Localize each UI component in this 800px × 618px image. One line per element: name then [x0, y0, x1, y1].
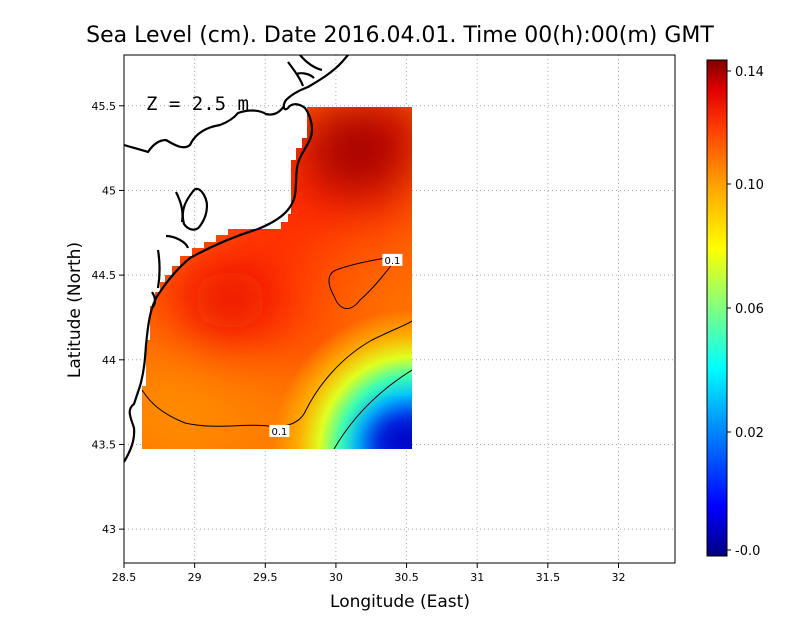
colorbar-tick-label: -0.0	[735, 544, 760, 559]
contour-labels: 0.1 0.1	[269, 253, 403, 438]
y-axis-label: Latitude (North)	[65, 242, 85, 378]
y-axis-ticks: 43 43.5 44 44.5 45 45.5	[92, 100, 124, 536]
contour-label-bg	[269, 424, 290, 437]
contour-label-bg	[382, 253, 403, 266]
colorbar-tick-label: 0.06	[735, 302, 764, 317]
y-tick-label: 45.5	[92, 100, 117, 113]
contour-label: 0.1	[271, 427, 287, 438]
y-tick-label: 43	[102, 523, 116, 536]
depth-annotation: Z = 2.5 m	[146, 93, 249, 115]
chart-title: Sea Level (cm). Date 2016.04.01. Time 00…	[86, 23, 714, 48]
x-tick-label: 28.5	[112, 571, 137, 584]
x-tick-label: 29.5	[253, 571, 278, 584]
x-axis-ticks: 28.5 29 29.5 30 30.5 31 31.5 32	[112, 563, 625, 584]
x-tick-label: 31.5	[536, 571, 561, 584]
colorbar-tick-label: 0.14	[735, 65, 764, 80]
colorbar-ticks: 0.14 0.10 0.06 0.02 -0.0	[727, 65, 764, 559]
x-tick-label: 30	[329, 571, 343, 584]
y-tick-label: 43.5	[92, 438, 117, 451]
x-tick-label: 30.5	[394, 571, 419, 584]
x-tick-label: 32	[611, 571, 625, 584]
contour-label: 0.1	[384, 256, 400, 267]
x-tick-label: 29	[188, 571, 202, 584]
colorbar-tick-label: 0.10	[735, 178, 764, 193]
x-axis-label: Longitude (East)	[330, 592, 470, 612]
plot-border	[123, 54, 676, 564]
colorbar-tick-label: 0.02	[735, 426, 764, 441]
y-tick-label: 44	[102, 354, 116, 367]
colorbar	[706, 59, 728, 557]
x-tick-label: 31	[470, 571, 484, 584]
y-tick-label: 45	[102, 184, 116, 197]
coastline	[124, 55, 349, 463]
y-tick-label: 44.5	[92, 269, 117, 282]
